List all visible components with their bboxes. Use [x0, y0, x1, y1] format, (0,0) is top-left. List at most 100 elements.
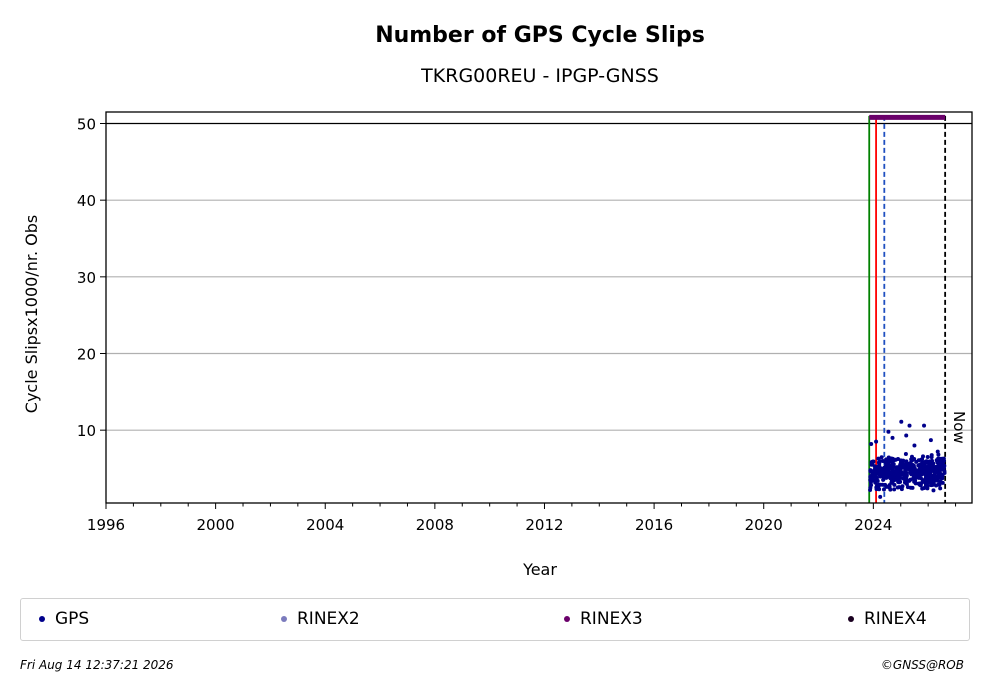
chart-title: Number of GPS Cycle Slips [375, 23, 705, 48]
gps-point [883, 460, 888, 465]
gps-point [921, 454, 926, 459]
gps-point [874, 475, 879, 480]
gps-point [896, 457, 901, 462]
gps-point [892, 487, 897, 492]
data-points [868, 419, 947, 499]
gps-point [904, 433, 909, 438]
axes: 1996 2000 2004 2008 2012 2016 2020 2024 10 20 30 40… [77, 111, 973, 534]
legend-item-rinex4: RINEX4 [848, 608, 927, 630]
gps-point [886, 429, 891, 434]
gps-point [909, 464, 914, 469]
x-tick-label: 2012 [525, 516, 563, 534]
gps-point [916, 481, 921, 486]
gps-point [903, 452, 908, 457]
gps-point [933, 478, 938, 483]
gps-point [930, 482, 935, 487]
gps-point [924, 481, 929, 486]
gps-point [885, 473, 890, 478]
y-tick-label: 50 [77, 116, 96, 134]
x-tick-label: 2008 [416, 516, 454, 534]
gps-point [872, 470, 877, 475]
gps-point [895, 469, 900, 474]
x-axis-label: Year [522, 560, 557, 579]
gps-point [916, 475, 921, 480]
gps-point [929, 458, 934, 463]
gps-point [920, 478, 925, 483]
gps-point [878, 494, 883, 499]
gps-point [878, 482, 883, 487]
gps-point [928, 472, 933, 477]
gps-point [942, 464, 947, 469]
gps-point [889, 475, 894, 480]
gps-point [892, 478, 897, 483]
gps-point [887, 483, 892, 488]
legend-marker-rinex4 [848, 616, 854, 622]
x-tick-label: 2024 [854, 516, 892, 534]
gps-point [881, 487, 886, 492]
gps-point [912, 479, 917, 484]
gps-point [874, 439, 879, 444]
gps-point [917, 469, 922, 474]
legend-item-rinex2: RINEX2 [281, 608, 360, 630]
grid-lines [106, 199, 972, 431]
legend-label-gps: GPS [55, 609, 90, 629]
gps-point [902, 465, 907, 470]
plot-frame [105, 111, 973, 504]
gps-point [908, 477, 913, 482]
gps-point [890, 457, 895, 462]
gps-point [869, 461, 874, 466]
gps-point [901, 472, 906, 477]
gps-point [892, 472, 897, 477]
gps-point [902, 480, 907, 485]
legend-label-rinex4: RINEX4 [864, 609, 927, 629]
legend-label-rinex2: RINEX2 [297, 609, 360, 629]
gps-point [868, 468, 873, 473]
gps-point [926, 459, 931, 464]
gps-point [923, 471, 928, 476]
gps-point [927, 463, 932, 468]
gps-point [940, 459, 945, 464]
legend-marker-gps [39, 616, 45, 622]
gps-point [881, 473, 886, 478]
gps-point [937, 468, 942, 473]
gps-point [905, 464, 910, 469]
gps-point [914, 459, 919, 464]
y-tick-label: 10 [77, 422, 96, 440]
gps-point [931, 488, 936, 493]
gps-point [938, 486, 943, 491]
gps-point [874, 479, 879, 484]
gps-point [879, 455, 884, 460]
gps-point [925, 455, 930, 460]
gps-point [939, 475, 944, 480]
gps-point [942, 470, 947, 475]
chart-subtitle: TKRG00REU - IPGP-GNSS [420, 65, 659, 87]
x-tick-label: 2020 [745, 516, 783, 534]
gps-point [890, 435, 895, 440]
gps-point [876, 456, 881, 461]
gps-point [888, 487, 893, 492]
gps-point [940, 456, 945, 461]
x-tick-label: 2016 [635, 516, 673, 534]
gps-point [914, 472, 919, 477]
gps-point [883, 464, 888, 469]
legend-item-rinex3: RINEX3 [564, 608, 643, 630]
gps-point [881, 477, 886, 482]
gps-point [909, 457, 914, 462]
gps-point [932, 468, 937, 473]
gps-point [936, 464, 941, 469]
gps-point [938, 479, 943, 484]
gps-point [907, 423, 912, 428]
gps-point [936, 471, 941, 476]
gps-point [878, 474, 883, 479]
y-tick-label: 20 [77, 346, 96, 364]
y-tick-label: 30 [77, 269, 96, 287]
gps-point [928, 438, 933, 443]
gps-point [892, 482, 897, 487]
gps-point [927, 469, 932, 474]
gps-point [886, 463, 891, 468]
gps-point [910, 485, 915, 490]
now-label: Now [950, 411, 968, 444]
x-tick-label: 1996 [87, 516, 125, 534]
gps-point [895, 485, 900, 490]
